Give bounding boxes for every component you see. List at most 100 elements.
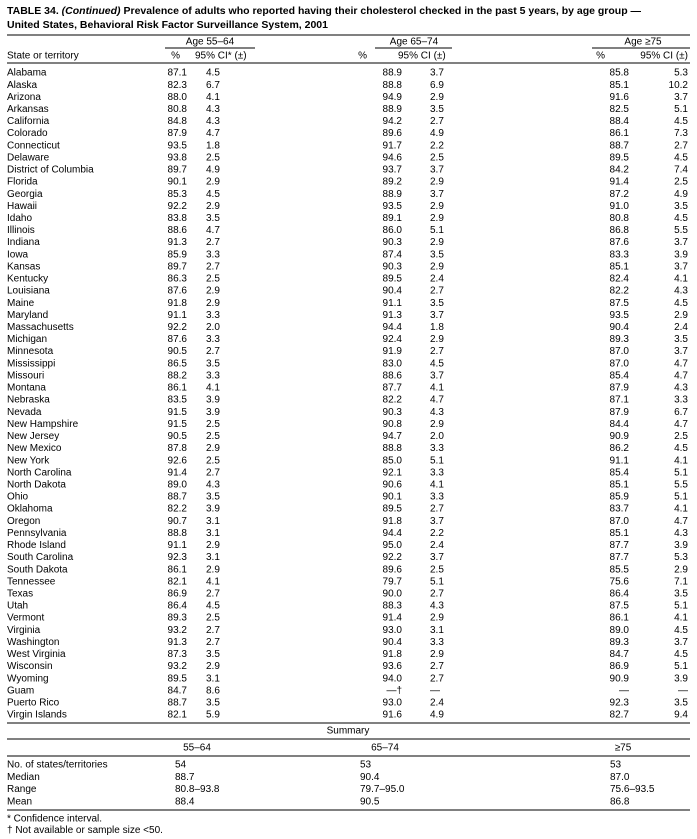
cell: 89.3 [610, 334, 630, 345]
row-label: Virgin Islands [7, 710, 67, 721]
cell: 87.2 [610, 189, 630, 200]
cell: 91.1 [168, 540, 188, 551]
cell: 4.7 [674, 358, 688, 369]
cell: 90.8 [383, 419, 403, 430]
cell: 5.5 [674, 479, 688, 490]
cell: 2.7 [674, 140, 688, 151]
cell: 2.7 [206, 467, 220, 478]
cell: 2.7 [430, 673, 444, 684]
cell: 5.3 [674, 68, 688, 79]
cell: 2.9 [430, 237, 444, 248]
cell: 87.3 [168, 649, 188, 660]
cell: 2.9 [430, 177, 444, 188]
cell: 87.0 [610, 358, 630, 369]
cell: 3.3 [206, 334, 220, 345]
cell: 89.3 [610, 637, 630, 648]
row-label: Washington [7, 637, 59, 648]
row-label: South Dakota [7, 564, 68, 575]
cell: 89.0 [168, 479, 188, 490]
cell: 3.3 [206, 310, 220, 321]
cell: 85.9 [168, 249, 188, 260]
cell: 83.0 [383, 358, 403, 369]
cell: 8.6 [206, 685, 220, 696]
cell: 94.9 [383, 92, 403, 103]
cell: 82.3 [168, 80, 188, 91]
row-label: Wyoming [7, 673, 49, 684]
cell: 3.3 [206, 249, 220, 260]
cell: 90.5 [168, 431, 188, 442]
cell: 3.5 [674, 589, 688, 600]
cell: 5.1 [430, 225, 444, 236]
row-label: Kentucky [7, 274, 48, 285]
cell: 4.3 [430, 407, 444, 418]
summary-label: No. of states/territories [7, 760, 108, 771]
summary-header: 65–74 [371, 743, 399, 754]
cell: 2.7 [430, 286, 444, 297]
cell: 92.1 [383, 467, 403, 478]
cell: 3.5 [206, 358, 220, 369]
cell: 85.1 [610, 261, 630, 272]
summary-label: Mean [7, 797, 32, 808]
cell: 90.6 [383, 479, 403, 490]
row-label: Delaware [7, 152, 50, 163]
row-label: Arizona [7, 92, 41, 103]
cell: 3.5 [674, 334, 688, 345]
group-header: Age 65–74 [390, 37, 439, 48]
group-header: Age ≥75 [624, 37, 662, 48]
cell: 2.9 [430, 213, 444, 224]
row-label: New Jersey [7, 431, 59, 442]
cell: 86.2 [610, 443, 630, 454]
row-label: Virginia [7, 625, 41, 636]
cell: 5.1 [674, 467, 688, 478]
cell: 80.8 [168, 104, 188, 115]
row-label: Montana [7, 383, 46, 394]
cell: 5.5 [674, 225, 688, 236]
row-label: Ohio [7, 492, 29, 503]
cell: 87.5 [610, 601, 630, 612]
cell: 84.7 [610, 649, 630, 660]
cell: 89.5 [610, 152, 630, 163]
cell: 10.2 [669, 80, 689, 91]
cell: 87.7 [383, 383, 403, 394]
cell: 87.9 [610, 407, 630, 418]
cell: 88.9 [383, 189, 403, 200]
cell: — [619, 685, 629, 696]
cell: 3.5 [674, 201, 688, 212]
cell: 91.0 [610, 201, 630, 212]
cell: 2.2 [430, 528, 444, 539]
cell: 2.7 [430, 504, 444, 515]
row-label: Minnesota [7, 346, 54, 357]
cell: 91.5 [168, 419, 188, 430]
row-label: Georgia [7, 189, 43, 200]
cell: 5.3 [674, 552, 688, 563]
cell: 91.9 [383, 346, 403, 357]
cell: 4.5 [674, 649, 688, 660]
row-label: Guam [7, 685, 34, 696]
cell: 90.1 [383, 492, 403, 503]
cell: 85.4 [610, 370, 630, 381]
cell: 6.9 [430, 80, 444, 91]
column-header: State or territory [7, 51, 79, 62]
cell: 90.7 [168, 516, 188, 527]
cell: 2.5 [206, 431, 220, 442]
cell: 88.7 [168, 698, 188, 709]
cell: 5.9 [206, 710, 220, 721]
row-label: Massachusetts [7, 322, 74, 333]
cell: 88.8 [383, 80, 403, 91]
cell: 4.3 [674, 286, 688, 297]
cell: 3.7 [674, 637, 688, 648]
cell: 85.8 [610, 68, 630, 79]
cell: 4.1 [430, 383, 444, 394]
cell: 94.4 [383, 528, 403, 539]
cell: 89.7 [168, 165, 188, 176]
cell: 3.3 [430, 637, 444, 648]
cell: 87.7 [610, 540, 630, 551]
cell: 3.7 [430, 68, 444, 79]
cell: 89.5 [168, 673, 188, 684]
cell: 84.2 [610, 165, 630, 176]
row-label: Connecticut [7, 140, 60, 151]
cell: 87.6 [168, 286, 188, 297]
cell: 5.1 [674, 104, 688, 115]
cell: 2.9 [430, 261, 444, 272]
cell: 91.8 [383, 649, 403, 660]
